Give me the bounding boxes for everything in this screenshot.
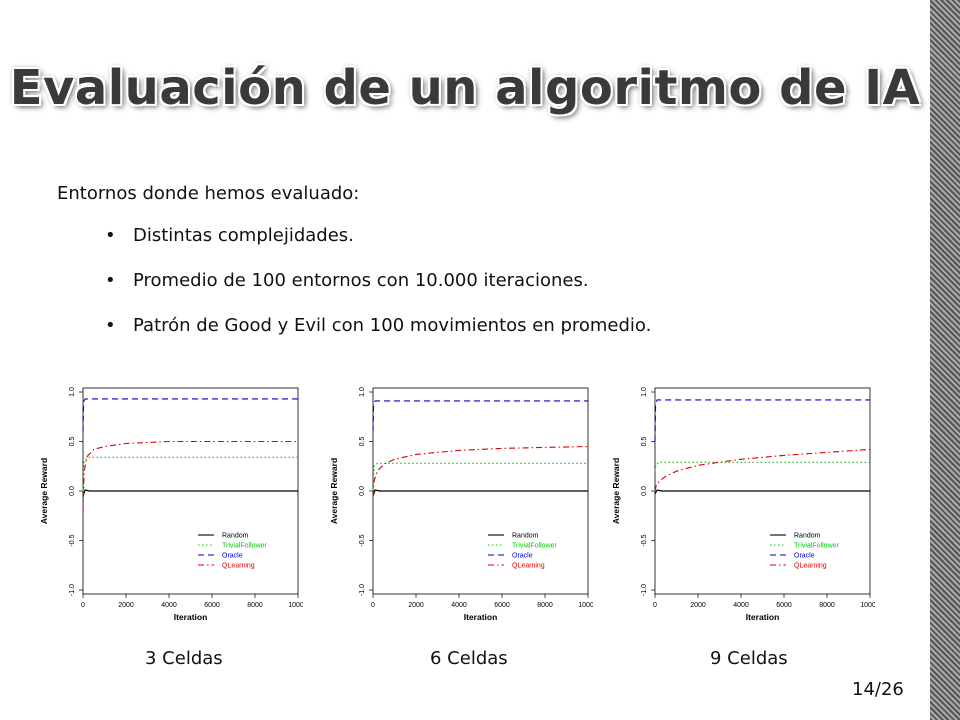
series-line-qlearning (82, 440, 298, 511)
x-axis-label: Iteration (464, 612, 498, 622)
x-axis-label: Iteration (746, 612, 780, 622)
series-line-oracle (372, 400, 588, 432)
legend-label-oracle: Oracle (794, 553, 815, 560)
decorative-border (930, 0, 960, 720)
y-tick-label: -1.0 (69, 584, 76, 596)
bullet-text: Distintas complejidades. (133, 225, 354, 246)
legend-label-random: Random (222, 533, 249, 540)
legend-label-trivialfollower: TrivialFollower (512, 543, 558, 550)
caption-3-celdas: 3 Celdas (145, 648, 223, 669)
y-tick-label: 0.5 (641, 437, 648, 447)
y-axis-label: Average Reward (39, 458, 49, 524)
x-tick-label: 4000 (161, 602, 177, 609)
bullet-item: • Patrón de Good y Evil con 100 movimient… (105, 315, 651, 360)
x-tick-label: 0 (653, 602, 657, 609)
legend-label-random: Random (794, 533, 821, 540)
x-tick-label: 10000 (288, 602, 303, 609)
bullet-text: Promedio de 100 entornos con 10.000 iter… (133, 270, 589, 291)
intro-text: Entornos donde hemos evaluado: (57, 183, 360, 204)
y-axis-label: Average Reward (329, 458, 339, 524)
y-tick-label: 0.5 (69, 437, 76, 447)
y-tick-label: 0.0 (359, 486, 366, 496)
y-tick-label: 1.0 (69, 387, 76, 397)
x-tick-label: 2000 (408, 602, 424, 609)
y-tick-label: -0.5 (641, 534, 648, 546)
y-tick-label: -0.5 (69, 534, 76, 546)
y-tick-label: 0.0 (69, 486, 76, 496)
series-line-random (654, 489, 870, 495)
chart-9-celdas: 0 2000 4000 6000 8000 10000 -1.0 -0.5 0.0 0.5 1.0 I… (611, 387, 875, 622)
series-line-qlearning (372, 445, 589, 497)
bullet-icon: • (105, 270, 116, 291)
legend-label-oracle: Oracle (512, 553, 533, 560)
x-tick-label: 2000 (690, 602, 706, 609)
x-tick-label: 10000 (860, 602, 875, 609)
series-line-random (372, 489, 588, 497)
x-tick-label: 10000 (578, 602, 593, 609)
x-tick-label: 4000 (733, 602, 749, 609)
x-tick-label: 6000 (204, 602, 220, 609)
legend-label-qlearning: QLearning (512, 563, 545, 570)
x-tick-label: 2000 (118, 602, 134, 609)
series-line-trivialfollower (82, 456, 298, 492)
bullet-icon: • (105, 315, 116, 336)
y-tick-label: -1.0 (641, 584, 648, 596)
legend-label-oracle: Oracle (222, 553, 243, 560)
caption-6-celdas: 6 Celdas (430, 648, 508, 669)
slide-title: Evaluación de un algoritmo de IA (9, 60, 921, 116)
x-tick-label: 0 (81, 602, 85, 609)
legend-label-trivialfollower: TrivialFollower (222, 543, 268, 550)
page-number: 14/26 (852, 679, 904, 700)
legend-label-qlearning: QLearning (794, 563, 827, 570)
chart-6-celdas: 0 2000 4000 6000 8000 10000 -1.0 -0.5 0.0 0.5 1.0 I… (329, 387, 593, 622)
series-line-trivialfollower (654, 461, 870, 472)
x-tick-label: 0 (371, 602, 375, 609)
bullet-item: • Promedio de 100 entornos con 10.000 ite… (105, 270, 651, 315)
x-tick-label: 6000 (776, 602, 792, 609)
y-tick-label: -1.0 (359, 584, 366, 596)
y-axis-label: Average Reward (611, 458, 621, 524)
y-tick-label: -0.5 (359, 534, 366, 546)
y-tick-label: 1.0 (359, 387, 366, 397)
x-tick-label: 8000 (819, 602, 835, 609)
x-axis-label: Iteration (174, 612, 208, 622)
legend-label-trivialfollower: TrivialFollower (794, 543, 840, 550)
x-tick-label: 8000 (537, 602, 553, 609)
bullet-text: Patrón de Good y Evil con 100 movimiento… (133, 315, 652, 336)
series-line-random (82, 489, 298, 497)
x-tick-label: 6000 (494, 602, 510, 609)
y-tick-label: 1.0 (641, 387, 648, 397)
series-line-trivialfollower (372, 462, 588, 492)
series-line-oracle (654, 399, 870, 442)
caption-9-celdas: 9 Celdas (710, 648, 788, 669)
bullet-item: • Distintas complejidades. (105, 225, 651, 270)
bullet-list: • Distintas complejidades. • Promedio de 1… (105, 225, 651, 360)
series-line-qlearning (654, 448, 871, 492)
y-tick-label: 0.5 (359, 437, 366, 447)
legend-label-random: Random (512, 533, 539, 540)
legend-label-qlearning: QLearning (222, 563, 255, 570)
bullet-icon: • (105, 225, 116, 246)
chart-3-celdas: 0 2000 4000 6000 8000 10000 -1.0 -0.5 0.0 0.5 1.0 I… (39, 387, 303, 622)
x-tick-label: 8000 (247, 602, 263, 609)
x-tick-label: 4000 (451, 602, 467, 609)
series-line-oracle (82, 398, 298, 432)
y-tick-label: 0.0 (641, 486, 648, 496)
